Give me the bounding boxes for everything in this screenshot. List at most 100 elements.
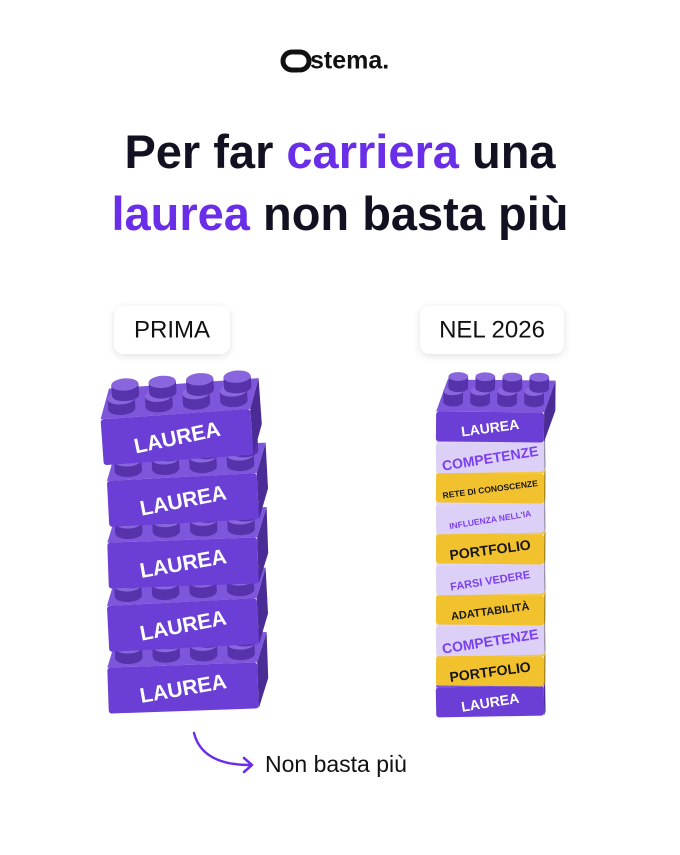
stud-top [529,372,550,382]
brick-front [107,473,259,527]
brick-side [256,442,269,520]
stud-top [448,372,469,381]
brick-side [543,530,546,565]
stacks: PRIMA NEL 2026LAUREALAUREALAUREALAUREALAU… [100,306,564,718]
arrow [192,731,252,767]
brick-top [100,378,259,420]
title-text: Per far [124,125,286,178]
stud [529,384,550,393]
brick-front [435,533,545,565]
brick-label: LAUREA [460,416,520,439]
stud [114,464,142,477]
brick: LAUREA [435,681,546,718]
stud [152,525,180,538]
stud [111,388,140,402]
brick-front [435,411,545,443]
brick: COMPETENZE [435,437,546,474]
brand: stema. [310,47,389,75]
stud [190,524,218,537]
stud [448,383,469,393]
column-label: PRIMA [114,306,230,354]
stud-top [186,373,214,386]
stud [152,650,180,663]
column-label: NEL 2026 [420,306,564,354]
stud [227,583,255,597]
brick: COMPETENZE [435,620,546,657]
brick-side [543,591,546,626]
pill-text: PRIMA [134,316,210,343]
brick-side [256,567,269,645]
note: Non basta più [265,751,407,777]
title-text: non basta più [250,187,569,240]
stud [470,397,490,407]
stud-top [148,375,176,389]
brick-front [435,502,545,535]
brick: RETE DI CONOSCENZE [435,468,546,504]
pill-text: NEL 2026 [439,316,545,343]
logo: stema. [280,47,389,75]
stud [189,585,217,599]
stud [186,383,214,396]
brick-side [543,498,546,533]
stud [227,647,255,661]
brick: PORTFOLIO [435,529,546,565]
brick-side [257,632,269,709]
stud [152,587,180,601]
title-line: Per far carriera una [124,125,556,178]
brick: INFLUENZA NELL'IA [435,498,546,535]
arrow-head [242,756,254,774]
brick-front [100,409,254,465]
stud [190,649,218,662]
stud [149,386,177,399]
brick-side [543,380,556,443]
stud [224,380,252,394]
brick-front [435,441,545,474]
stud-top [223,370,251,383]
brick-side [543,681,546,716]
stud [497,398,517,407]
brick-front [107,537,259,589]
title-text: una [459,125,556,178]
stud-top [502,372,523,382]
brick: ADATTABILITÀ [435,590,546,626]
brick-front [435,655,545,687]
brick-front [435,685,545,718]
stud [220,394,248,408]
stud [524,398,544,408]
brick-side [543,469,546,504]
stud [189,460,217,474]
brick-front [435,472,545,504]
brick-front [107,598,259,652]
stud [114,589,142,602]
stud [475,383,496,393]
brick-side [543,652,546,687]
stud-top [475,372,496,382]
brick-front [435,563,545,596]
brick-side [543,620,546,655]
stud [443,397,463,407]
logo-icon [280,49,312,73]
brick-front [435,594,545,626]
stud [227,458,255,472]
brick: LAUREA [435,372,556,443]
title-line: laurea non basta più [111,187,568,240]
brick: PORTFOLIO [435,651,546,687]
brick-front [435,624,545,657]
brick: LAUREA [100,370,262,465]
stud [115,526,143,540]
brick-side [257,507,269,584]
stud-top [111,378,139,391]
brick-side [543,437,546,472]
stud [115,651,143,665]
stud [145,399,173,413]
stud [152,462,180,476]
stud [227,522,255,536]
brick-side [543,559,546,594]
pill [420,306,564,354]
pill [114,306,230,354]
brick: FARSI VEDERE [435,559,546,596]
stud [502,383,523,393]
title-accent: laurea [111,187,250,240]
